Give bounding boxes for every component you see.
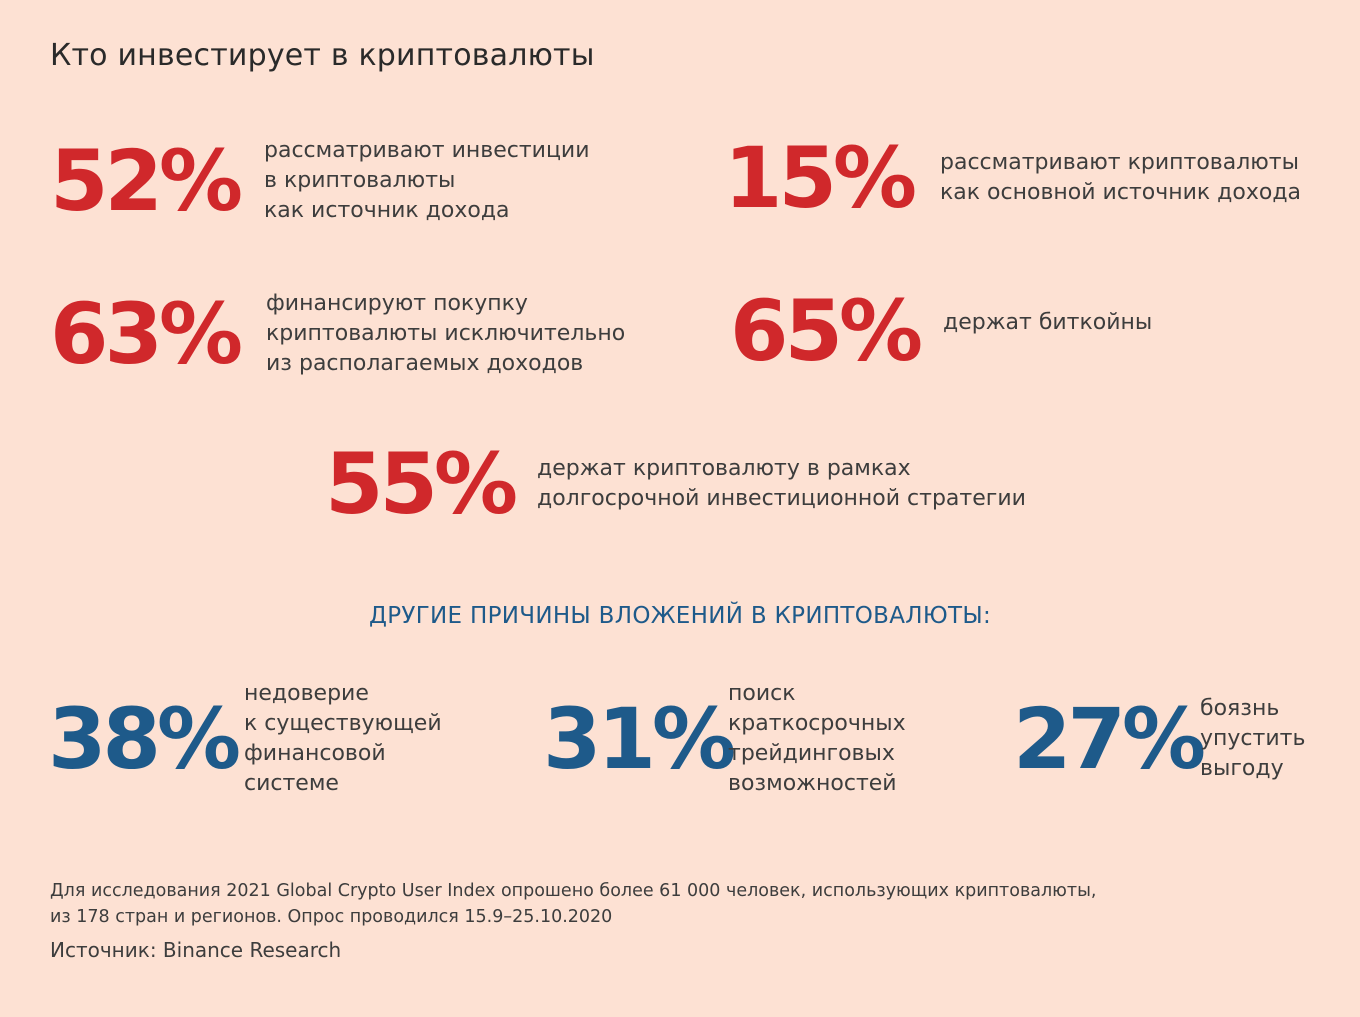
page-title: Кто инвестирует в криптовалюты bbox=[50, 38, 595, 73]
stat-31: 31% поиск краткосрочных трейдинговых воз… bbox=[543, 679, 906, 799]
stat-description: рассматривают инвестиции в криптовалюты … bbox=[264, 138, 590, 223]
stat-52: 52% рассматривают инвестиции в криптовал… bbox=[50, 136, 590, 226]
stat-description: держат криптовалюту в рамках долгосрочно… bbox=[537, 456, 1026, 511]
stat-value: 27% bbox=[1013, 690, 1206, 788]
stat-description: держат биткойны bbox=[943, 310, 1153, 335]
stat-description: боязнь упустить выгоду bbox=[1200, 696, 1306, 781]
stat-description: рассматривают криптовалюты как основной … bbox=[940, 150, 1302, 205]
stat-value: 55% bbox=[325, 435, 518, 533]
stat-value: 38% bbox=[48, 690, 241, 788]
stat-value: 31% bbox=[543, 690, 736, 788]
source-note: Источник: Binance Research bbox=[50, 938, 342, 962]
stat-description: поиск краткосрочных трейдинговых возможн… bbox=[728, 681, 906, 796]
stat-65: 65% держат биткойны bbox=[730, 289, 1152, 373]
stat-55: 55% держат криптовалюту в рамках долгоср… bbox=[325, 442, 1026, 526]
stat-63: 63% финансируют покупку криптовалюты иск… bbox=[50, 289, 625, 379]
other-reasons-heading: ДРУГИЕ ПРИЧИНЫ ВЛОЖЕНИЙ В КРИПТОВАЛЮТЫ: bbox=[368, 603, 992, 629]
stat-value: 63% bbox=[50, 285, 243, 383]
stat-value: 15% bbox=[724, 129, 917, 227]
stat-15: 15% рассматривают криптовалюты как основ… bbox=[724, 136, 1301, 220]
stat-27: 27% боязнь упустить выгоду bbox=[1013, 694, 1305, 784]
stat-description: финансируют покупку криптовалюты исключи… bbox=[266, 291, 626, 376]
survey-footnote: Для исследования 2021 Global Crypto User… bbox=[50, 881, 1097, 927]
stat-value: 65% bbox=[730, 282, 923, 380]
stat-description: недоверие к существующей финансовой сист… bbox=[244, 681, 442, 796]
stat-value: 52% bbox=[50, 132, 243, 230]
stat-38: 38% недоверие к существующей финансовой … bbox=[48, 679, 442, 799]
